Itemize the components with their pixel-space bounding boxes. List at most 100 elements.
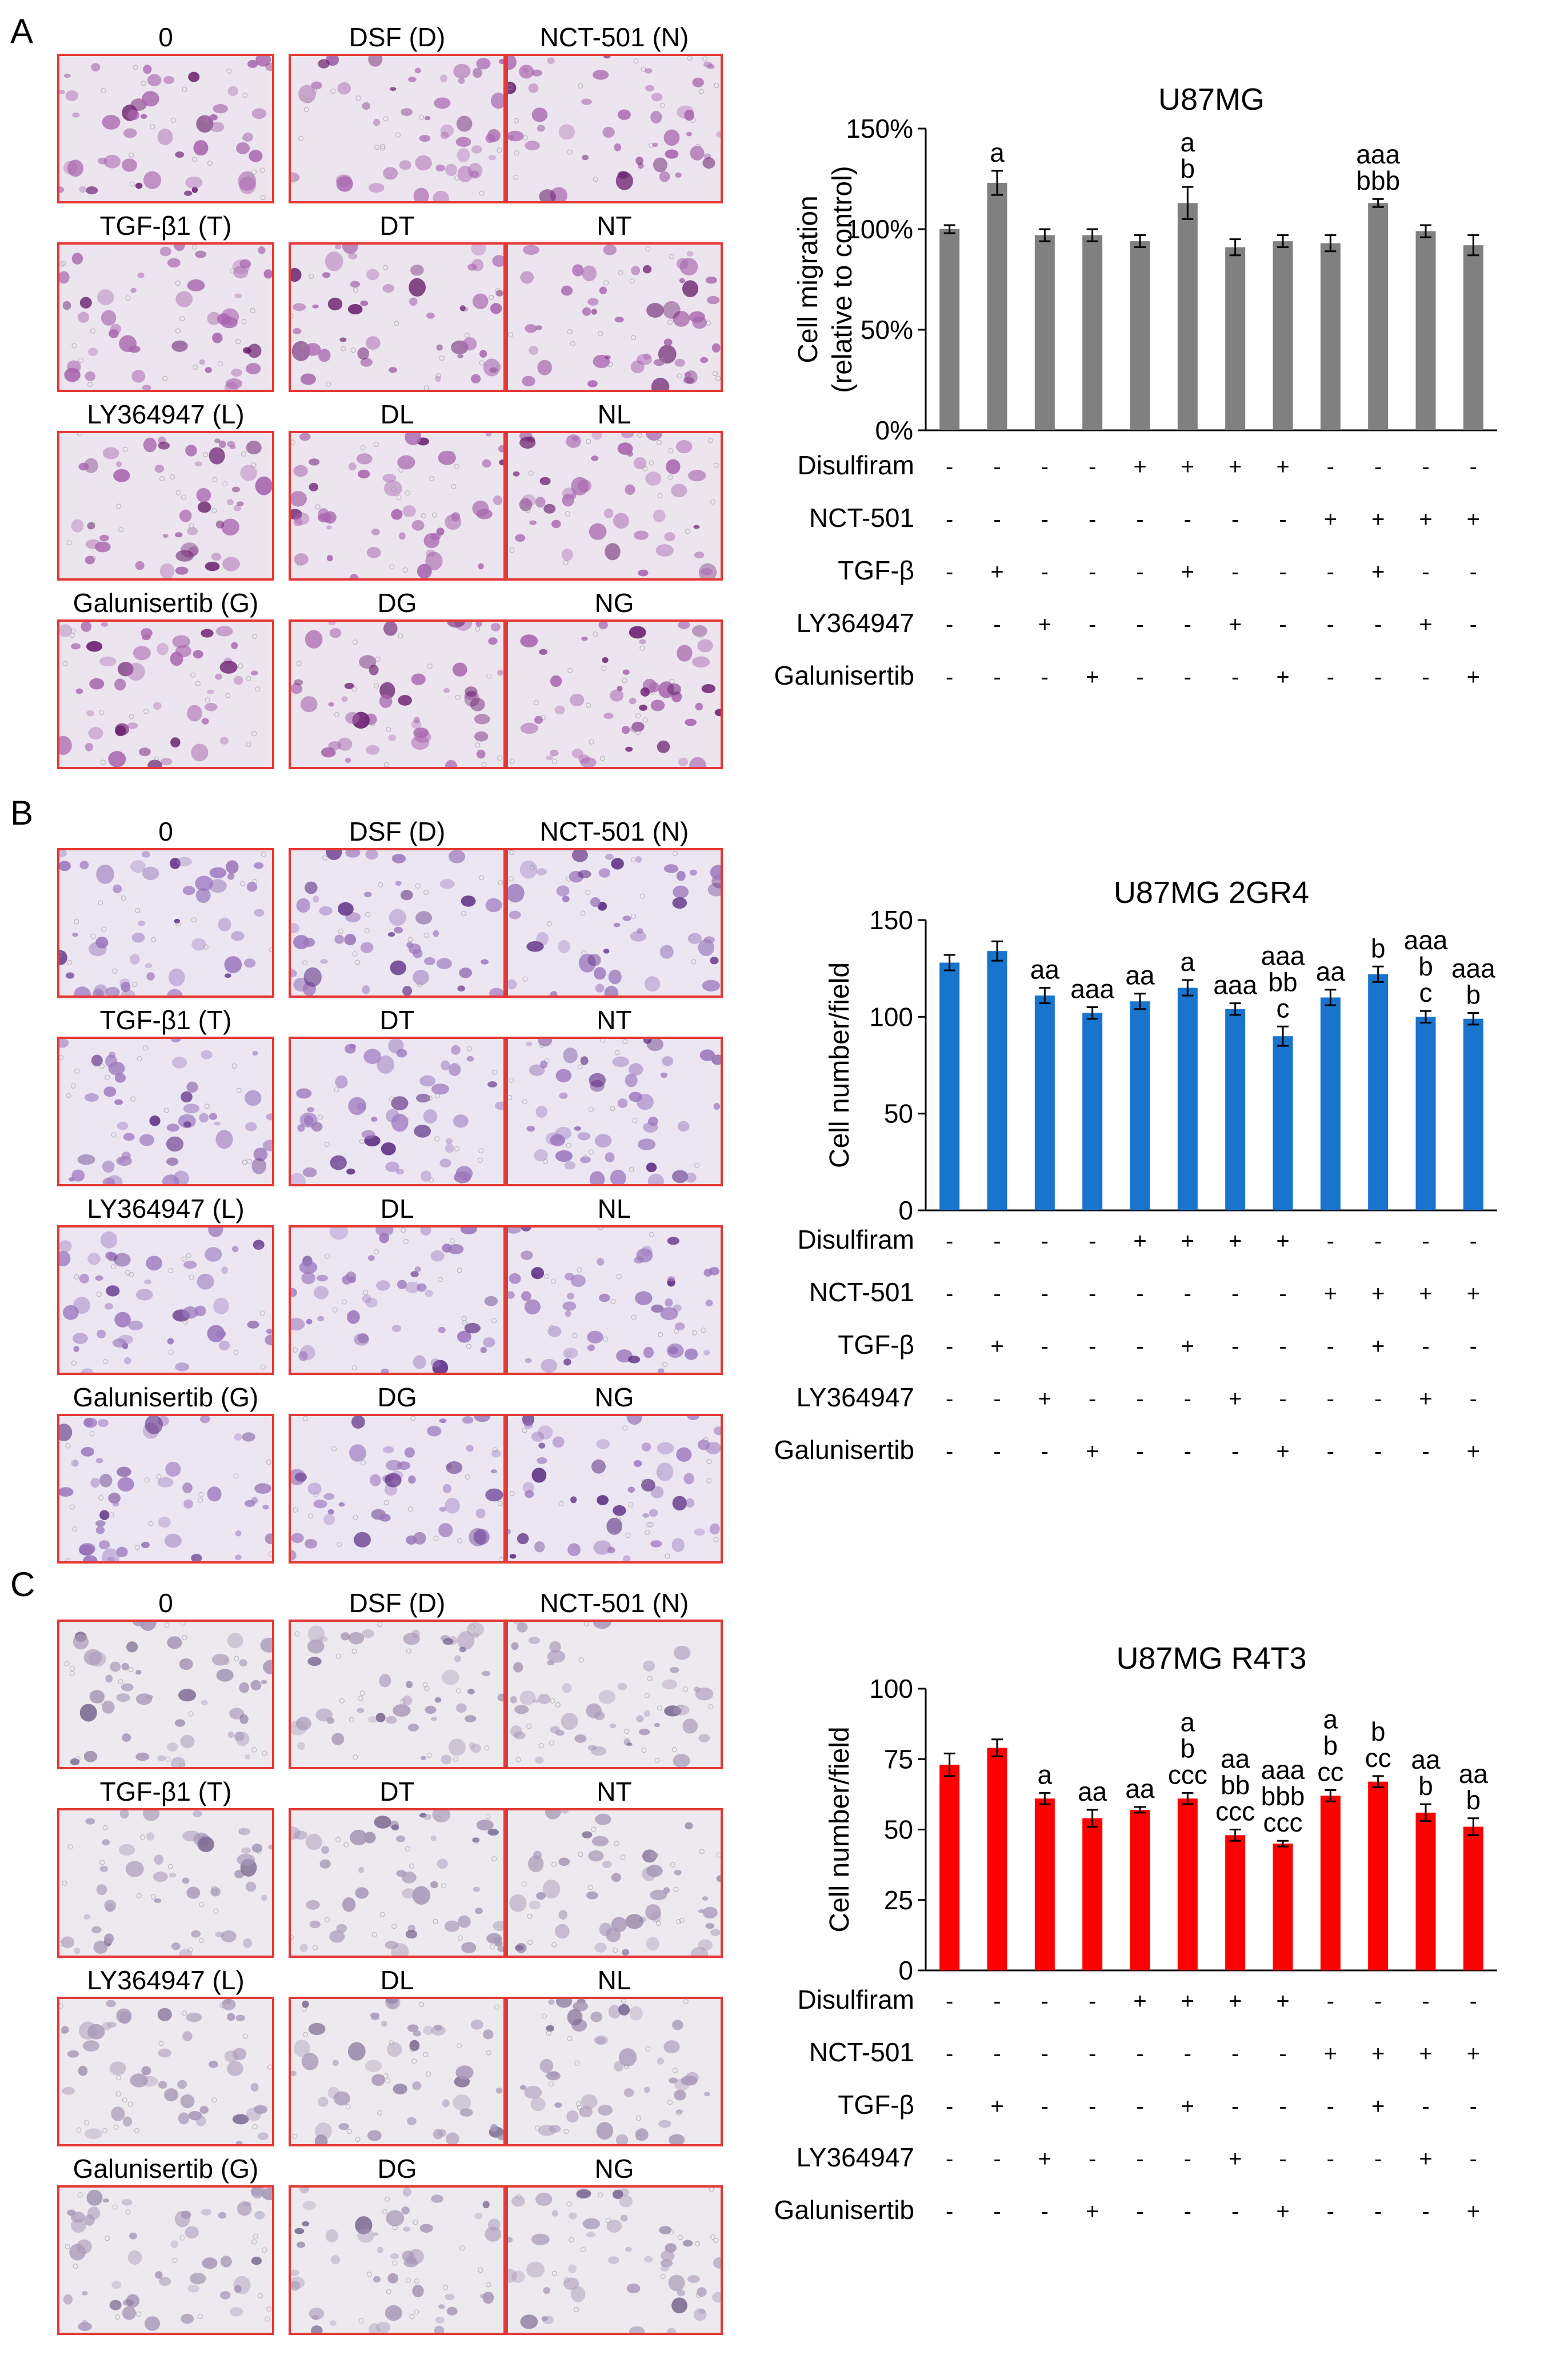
treatment-sign: + [1276,1989,1289,2014]
treatment-sign: + [1324,507,1337,532]
micrograph-image [57,2185,274,2335]
treatment-sign: + [1324,2041,1337,2066]
y-axis-label: (relative to control) [827,166,858,393]
treatment-row-label: NCT-501 [809,1277,914,1307]
treatment-sign: + [1181,559,1194,585]
treatment-sign: + [1229,1386,1242,1412]
treatment-sign: - [1184,1386,1191,1412]
significance-label: bbb [1356,166,1400,195]
micrograph-image [57,1620,274,1769]
treatment-sign: - [1374,1439,1382,1464]
treatment-sign: + [1086,665,1099,690]
treatment-sign: + [1419,507,1432,532]
image-label: NCT-501 (N) [539,22,689,52]
bar [1368,974,1389,1210]
treatment-sign: - [1327,1386,1334,1412]
treatment-row-label: NCT-501 [809,2037,914,2067]
treatment-sign: - [946,1229,953,1254]
treatment-sign: + [1181,1989,1194,2014]
treatment-sign: - [946,2041,953,2066]
treatment-sign: - [1327,2146,1334,2172]
y-axis-label: Cell number/field [825,962,855,1168]
treatment-sign: + [1324,1281,1337,1306]
y-tick-label: 0 [898,1956,913,1985]
significance-label: a [1323,1704,1338,1734]
image-label: DT [379,1005,415,1035]
bar [1463,1018,1483,1210]
treatment-sign: - [993,2041,1001,2066]
image-label: NL [597,1194,631,1224]
treatment-sign: - [1136,1439,1143,1464]
significance-label: b [1418,1771,1433,1801]
treatment-row-label: LY364947 [797,2142,914,2172]
treatment-sign: - [1470,1989,1477,2014]
significance-label: bbb [1261,1781,1305,1811]
treatment-sign: + [1229,454,1242,479]
bar [1320,1796,1341,1970]
y-tick-label: 50 [884,1815,913,1845]
bar [1225,247,1246,430]
significance-label: b [1371,1717,1386,1746]
panel-letter-b: B [10,794,34,832]
micrograph-image [289,619,506,769]
bar [1368,203,1389,430]
treatment-sign: - [1089,2094,1096,2119]
micrograph-image [289,1414,506,1564]
treatment-sign: - [946,612,953,637]
bar [1082,1818,1103,1970]
significance-label: a [1181,1707,1195,1737]
treatment-sign: - [1089,454,1096,479]
treatment-sign: + [1419,1281,1432,1306]
treatment-sign: - [1470,2094,1477,2119]
treatment-row-label: Disulfiram [798,1225,914,1254]
micrograph-image [289,242,506,392]
significance-label: aa [1078,1777,1107,1806]
treatment-sign: - [1136,1281,1143,1306]
treatment-sign: - [1279,1281,1286,1306]
treatment-sign: - [993,1439,1001,1464]
treatment-sign: - [1374,454,1382,479]
treatment-sign: - [1041,507,1049,532]
treatment-sign: + [1038,2146,1051,2172]
image-label: DSF (D) [349,22,446,52]
image-label: Galunisertib (G) [73,588,259,618]
treatment-sign: - [1422,665,1429,690]
treatment-sign: - [1422,1229,1429,1254]
image-label: NG [594,1382,634,1412]
image-label: DT [379,211,415,241]
significance-label: bb [1221,1770,1250,1800]
treatment-sign: + [1276,2199,1289,2224]
treatment-sign: + [990,2094,1003,2119]
image-label: DSF (D) [349,817,446,846]
treatment-sign: + [1181,1334,1194,1359]
image-label: LY364947 (L) [87,399,245,429]
y-tick-label: 75 [884,1744,913,1774]
y-tick-label: 50% [861,315,913,345]
treatment-sign: - [1231,2199,1239,2224]
chart-title: U87MG [1158,82,1265,117]
chart-title: U87MG 2GR4 [1114,875,1309,910]
treatment-sign: + [1181,454,1194,479]
micrograph-image [57,1225,274,1375]
micrograph-image [57,1414,274,1564]
micrograph-image [506,619,723,769]
treatment-sign: - [946,1386,953,1412]
treatment-sign: - [1327,2094,1334,2119]
micrograph-image [506,848,723,998]
treatment-sign: - [1041,1229,1049,1254]
treatment-sign: - [1041,1281,1049,1306]
image-label: Galunisertib (G) [73,2154,259,2184]
micrograph-image [506,431,723,581]
treatment-row-label: TGF-β [838,555,914,585]
treatment-sign: - [1089,2041,1096,2066]
bar [1320,243,1341,430]
bar [939,229,960,430]
treatment-sign: - [1279,507,1286,532]
treatment-sign: - [1231,665,1239,690]
image-label: Galunisertib (G) [73,1382,259,1412]
bar [1130,1809,1150,1970]
micrograph-image [57,848,274,998]
treatment-sign: - [1041,1439,1049,1464]
image-label: NL [597,399,631,429]
